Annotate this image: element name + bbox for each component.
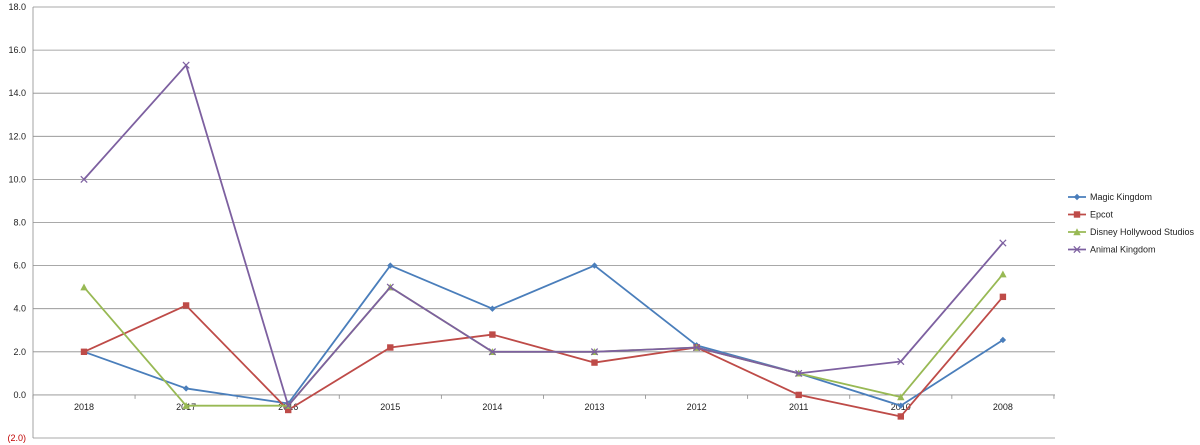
data-point xyxy=(999,270,1007,278)
y-tick-label: 10.0 xyxy=(8,174,26,184)
data-point xyxy=(897,357,905,366)
legend-label: Animal Kingdom xyxy=(1090,245,1156,255)
data-point xyxy=(897,413,904,420)
data-point xyxy=(80,175,88,184)
y-tick-label: 18.0 xyxy=(8,2,26,12)
x-tick-label: 2015 xyxy=(380,402,400,412)
data-point xyxy=(591,262,598,269)
data-point xyxy=(795,391,802,399)
legend-label: Epcot xyxy=(1090,210,1114,220)
data-point xyxy=(182,61,190,69)
data-point xyxy=(692,343,701,352)
y-tick-label: 2.0 xyxy=(13,347,26,357)
legend-item: Epcot xyxy=(1068,210,1114,220)
x-tick-label: 2014 xyxy=(482,402,502,412)
y-tick-label: 6.0 xyxy=(13,261,26,271)
data-point xyxy=(182,385,190,392)
series-animal-kingdom xyxy=(80,61,1007,410)
legend: Magic Kingdom Epcot Disney Hollywood Studi… xyxy=(1068,192,1195,255)
x-tick-label: 2013 xyxy=(584,402,604,412)
series-line xyxy=(83,273,1004,407)
legend-label: Magic Kingdom xyxy=(1090,192,1152,202)
data-point xyxy=(590,348,599,356)
x-tick-label: 2018 xyxy=(74,402,94,412)
data-point xyxy=(489,305,496,312)
legend-item: Disney Hollywood Studios xyxy=(1068,227,1195,237)
data-point xyxy=(489,331,496,338)
data-point xyxy=(182,302,190,309)
data-point xyxy=(387,262,394,269)
legend-marker xyxy=(1073,193,1081,201)
gridlines xyxy=(32,6,1055,439)
series-group xyxy=(80,61,1007,420)
data-point xyxy=(182,401,190,409)
y-tick-label: 14.0 xyxy=(8,88,26,98)
data-point xyxy=(897,402,904,409)
series-epcot xyxy=(80,293,1007,420)
data-point xyxy=(387,344,394,351)
y-tick-label: 0.0 xyxy=(13,390,26,400)
data-point xyxy=(284,402,292,410)
x-axis: 2018201720162015201420132012201120102008 xyxy=(32,394,1055,412)
series-line xyxy=(83,264,1004,407)
data-point xyxy=(897,393,905,401)
data-point xyxy=(80,348,88,355)
y-tick-label: 16.0 xyxy=(8,45,26,55)
legend-label: Disney Hollywood Studios xyxy=(1090,227,1195,237)
y-tick-label: (2.0) xyxy=(7,433,26,443)
legend-item: Magic Kingdom xyxy=(1068,192,1152,202)
data-point xyxy=(285,406,292,414)
series-line xyxy=(83,296,1004,418)
data-point xyxy=(591,359,598,366)
series-magic-kingdom xyxy=(80,262,1007,409)
x-tick-label: 2012 xyxy=(687,402,707,412)
y-tick-label: 8.0 xyxy=(13,218,26,228)
x-tick-label: 2011 xyxy=(789,402,808,412)
data-point xyxy=(386,283,394,291)
legend-marker xyxy=(1073,228,1081,236)
y-tick-label: 4.0 xyxy=(13,304,26,314)
legend-marker xyxy=(1073,211,1081,218)
series-line xyxy=(83,64,1004,407)
y-axis-tick-labels: (2.0) 0.0 2.0 4.0 6.0 8.0 10.0 12.0 14.0 16.0 18.0 xyxy=(7,2,26,443)
legend-marker xyxy=(1073,245,1081,254)
x-tick-label: 2008 xyxy=(993,402,1013,412)
legend-item: Animal Kingdom xyxy=(1068,245,1156,255)
data-point xyxy=(795,369,803,377)
data-point xyxy=(80,283,88,291)
y-tick-label: 12.0 xyxy=(8,131,26,141)
data-point xyxy=(999,239,1007,247)
data-point xyxy=(488,348,497,356)
data-point xyxy=(999,293,1007,301)
data-point xyxy=(999,336,1007,344)
